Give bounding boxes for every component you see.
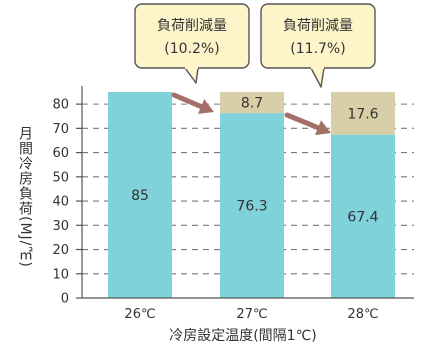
bar-main-label-1: 76.3 bbox=[236, 199, 267, 215]
x-tick-label-2: 28℃ bbox=[347, 307, 378, 322]
bar-main-2 bbox=[331, 134, 395, 298]
axes bbox=[76, 86, 414, 299]
bars bbox=[108, 92, 395, 298]
bar-reduction-label-2: 17.6 bbox=[347, 106, 378, 122]
y-tick-label: 20 bbox=[52, 243, 69, 258]
y-tick-label: 80 bbox=[52, 98, 69, 113]
bar-main-label-2: 67.4 bbox=[347, 209, 378, 225]
y-tick-label: 40 bbox=[52, 195, 69, 210]
callouts: 負荷削減量 (10.2%) 負荷削減量 (11.7%) bbox=[134, 3, 376, 88]
bar-main-0 bbox=[108, 92, 172, 298]
callout-value-1: (11.7%) bbox=[290, 41, 345, 57]
bar-reduction-1 bbox=[220, 92, 284, 114]
y-tick-label: 10 bbox=[52, 267, 69, 282]
callout-box-0 bbox=[134, 3, 250, 69]
callout-tail-1 bbox=[310, 67, 325, 88]
labels: 0 10 20 30 40 50 60 70 80 85 26℃ 76.3 8.7 27℃ 67.4 17.6… bbox=[52, 96, 378, 322]
x-axis-title: 冷房設定温度(間隔1℃) bbox=[169, 328, 317, 344]
callout-title-0: 負荷削減量 bbox=[157, 17, 227, 34]
x-tick-label-0: 26℃ bbox=[124, 307, 155, 322]
callout-tail-0 bbox=[184, 67, 199, 84]
callout-box-1 bbox=[260, 3, 376, 69]
bar-main-1 bbox=[220, 113, 284, 298]
y-tick-label: 0 bbox=[61, 292, 69, 307]
bar-main-label-0: 85 bbox=[131, 188, 149, 204]
x-tick-label-1: 27℃ bbox=[236, 307, 267, 322]
arrow-27-shaft bbox=[171, 92, 204, 110]
y-tick-label: 30 bbox=[52, 219, 69, 234]
callout-value-0: (10.2%) bbox=[164, 41, 219, 57]
callout-title-1: 負荷削減量 bbox=[283, 17, 353, 34]
arrow-28-head bbox=[315, 120, 331, 136]
arrow-28-shaft bbox=[284, 112, 321, 131]
y-tick-label: 50 bbox=[52, 170, 69, 185]
y-axis-title: 月間冷房負荷(MJ/㎡) bbox=[17, 126, 33, 268]
y-tick-label: 60 bbox=[52, 146, 69, 161]
arrow-27-head bbox=[197, 99, 214, 114]
arrows bbox=[171, 92, 331, 136]
y-tick-label: 70 bbox=[52, 122, 69, 137]
bar-reduction-2 bbox=[331, 92, 395, 135]
bar-reduction-label-1: 8.7 bbox=[241, 96, 263, 112]
